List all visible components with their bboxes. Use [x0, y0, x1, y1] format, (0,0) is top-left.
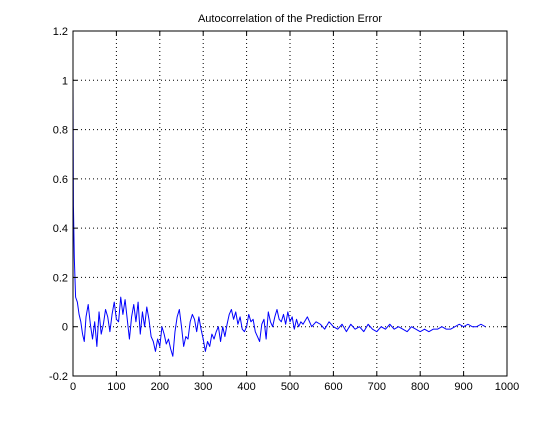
x-tick-label: 600: [324, 381, 342, 393]
x-tick-label: 0: [70, 381, 76, 393]
y-tick-label: 1.2: [53, 26, 68, 38]
y-tick-label: 0.2: [53, 272, 68, 284]
y-tick-label: -0.2: [49, 371, 68, 383]
y-tick-label: 0.8: [53, 125, 68, 137]
x-tick-label: 400: [237, 381, 255, 393]
series-line-0: [72, 80, 486, 357]
series-layer: [72, 80, 486, 357]
y-tick-label: 0.4: [53, 223, 68, 235]
chart-title: Autocorrelation of the Prediction Error: [198, 13, 382, 25]
x-tick-label: 200: [151, 381, 169, 393]
x-tick-label: 500: [281, 381, 299, 393]
grid-layer: [73, 31, 507, 376]
y-tick-label: 1: [62, 75, 68, 87]
x-tick-label: 700: [368, 381, 386, 393]
x-tick-label: 800: [411, 381, 429, 393]
y-tick-label: 0: [62, 322, 68, 334]
x-tick-label: 1000: [495, 381, 519, 393]
x-tick-label: 900: [454, 381, 472, 393]
x-tick-label: 100: [107, 381, 125, 393]
label-layer: 0 100 200 300 400 500 600 700 800 900 1000-0.200.2…: [49, 26, 519, 393]
x-tick-label: 300: [194, 381, 212, 393]
tick-layer: [72, 30, 508, 377]
y-tick-label: 0.6: [53, 174, 68, 186]
